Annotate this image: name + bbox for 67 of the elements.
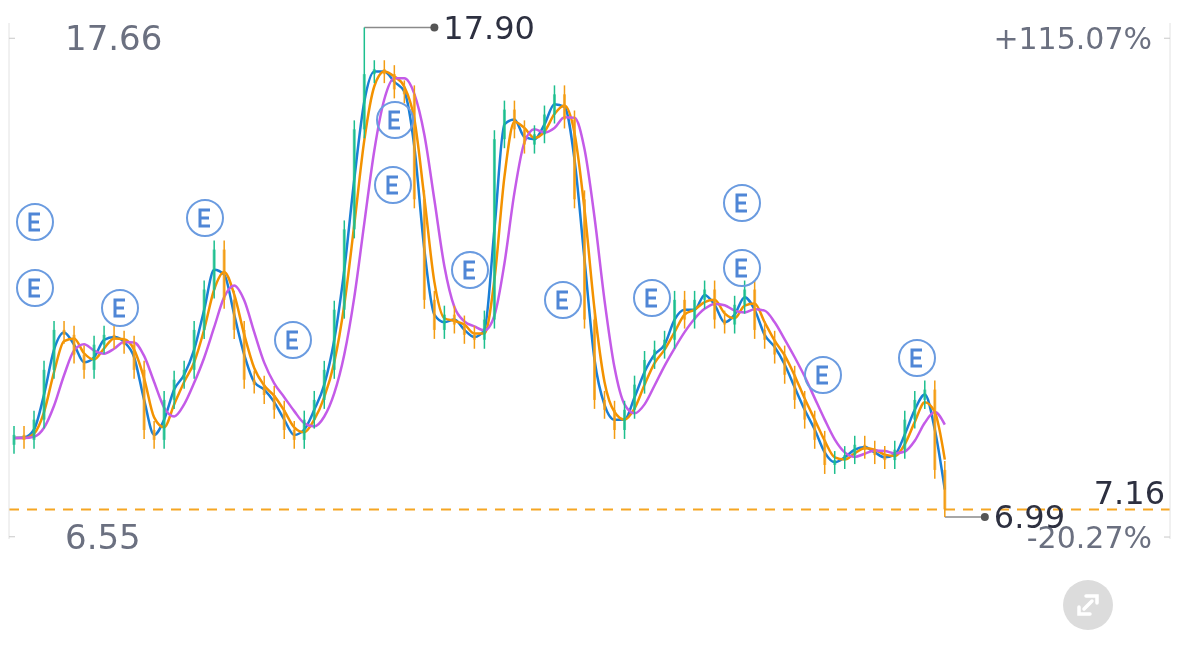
candlestick [693, 290, 697, 330]
y-tick-label: 6.55 [65, 516, 141, 557]
candlestick [402, 79, 406, 105]
candlestick [152, 420, 156, 450]
candlestick [262, 374, 266, 405]
candlestick [603, 390, 607, 420]
candlestick [623, 400, 627, 440]
candlestick [112, 325, 116, 350]
candlestick [482, 309, 486, 350]
candlestick [532, 124, 536, 155]
candlestick [312, 390, 316, 430]
candlestick [102, 325, 106, 355]
candlestick [763, 320, 767, 350]
candlestick [72, 325, 76, 365]
y-tick-label: 17.66 [65, 18, 163, 59]
candlestick [653, 339, 657, 370]
candlestick [883, 445, 887, 470]
candlestick [723, 309, 727, 335]
candlestick [833, 450, 837, 475]
candlestick [292, 420, 296, 450]
candlestick [252, 369, 256, 395]
candlestick [182, 360, 186, 390]
candlestick [392, 64, 396, 100]
candlestick [472, 325, 476, 350]
candlestick [913, 390, 917, 430]
annotation: 17.90 [443, 8, 535, 47]
candlestick [22, 425, 26, 450]
candlestick [613, 400, 617, 440]
candlestick [803, 390, 807, 430]
candlestick [282, 400, 286, 440]
candlestick [783, 344, 787, 385]
candlestick [703, 279, 707, 310]
candlestick [843, 445, 847, 470]
candlestick [62, 320, 66, 345]
candlestick [663, 330, 667, 360]
candlestick [512, 99, 516, 140]
candlestick [302, 409, 306, 450]
candlestick [773, 330, 777, 365]
candlestick [562, 84, 566, 130]
candlestick [122, 330, 126, 355]
candlestick [552, 84, 556, 125]
candlestick [893, 439, 897, 470]
candlestick [873, 439, 877, 465]
candlestick [813, 409, 817, 450]
candlestick [172, 369, 176, 410]
candlestick [683, 290, 687, 330]
candlestick [272, 385, 276, 420]
y2-tick-label: +115.07% [993, 20, 1152, 56]
candlestick [372, 59, 376, 84]
candlestick [382, 59, 386, 84]
candlestick [733, 295, 737, 335]
ref-line-label: 7.16 [1093, 474, 1165, 513]
candlestick [12, 425, 16, 455]
candlestick [452, 304, 456, 335]
candlestick [583, 189, 586, 330]
candlestick [863, 435, 867, 460]
candlestick [593, 309, 596, 410]
candlestick [462, 314, 466, 345]
candlestick [32, 409, 36, 450]
candlestick [522, 119, 526, 155]
candlestick [82, 344, 86, 380]
candlestick [442, 304, 446, 340]
candlestick [572, 109, 576, 210]
candlestick [542, 104, 546, 144]
candlestick [853, 435, 857, 465]
candlestick [743, 279, 747, 315]
candlestick [923, 379, 927, 410]
